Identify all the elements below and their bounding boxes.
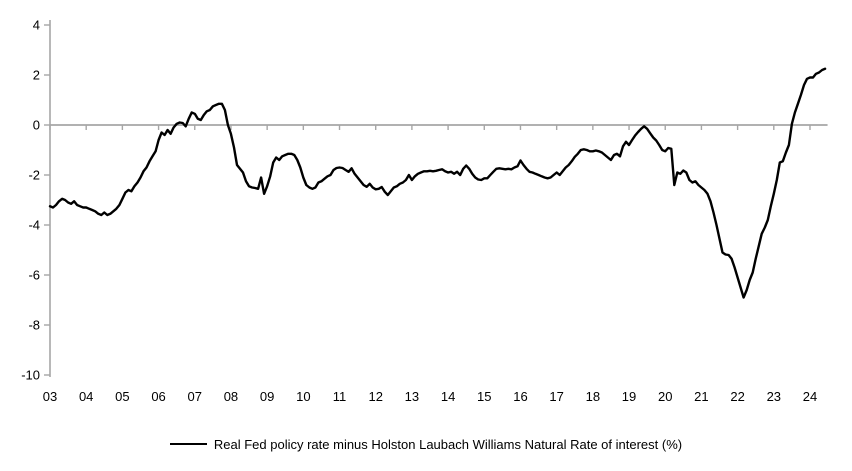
x-tick-label: 09 [260,389,274,404]
legend: Real Fed policy rate minus Holston Lauba… [0,434,852,454]
x-tick-label: 05 [115,389,129,404]
x-tick-label: 06 [151,389,165,404]
x-tick-label: 10 [296,389,310,404]
x-tick-label: 16 [513,389,527,404]
x-tick-label: 14 [441,389,455,404]
legend-label: Real Fed policy rate minus Holston Lauba… [213,436,683,452]
x-tick-label: 04 [79,389,93,404]
x-tick-label: 17 [549,389,563,404]
x-tick-label: 23 [767,389,781,404]
y-tick-label: 2 [33,68,40,83]
y-tick-label: -2 [28,168,40,183]
x-tick-label: 15 [477,389,491,404]
y-tick-label: -4 [28,218,40,233]
x-tick-label: 12 [368,389,382,404]
x-tick-label: 19 [622,389,636,404]
y-tick-label: -6 [28,268,40,283]
x-tick-label: 22 [730,389,744,404]
y-tick-label: -8 [28,318,40,333]
x-tick-label: 21 [694,389,708,404]
x-tick-label: 03 [43,389,57,404]
legend-line-swatch [169,443,207,445]
x-tick-label: 11 [333,389,347,404]
x-tick-label: 20 [658,389,672,404]
series-line [48,67,827,299]
x-tick-label: 18 [586,389,600,404]
y-tick-label: 0 [33,118,40,133]
y-tick-label: 4 [33,18,40,33]
x-tick-label: 08 [224,389,238,404]
y-tick-label: -10 [21,368,40,383]
x-tick-label: 07 [188,389,202,404]
x-tick-label: 13 [405,389,419,404]
x-tick-label: 24 [803,389,817,404]
